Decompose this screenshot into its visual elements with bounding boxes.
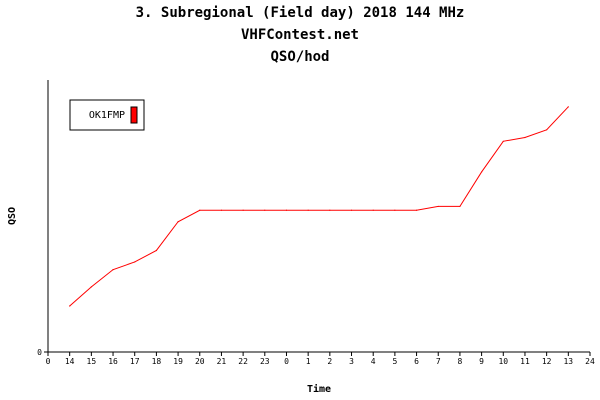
x-tick-label: 21 [217, 357, 227, 366]
data-point [372, 209, 374, 211]
data-point [437, 205, 439, 208]
data-point [524, 136, 526, 139]
x-ticks: 0 14 15 16 17 18 19 20 21 22 23 0 1 2 3 4 5 6 7 8 9 10 11 12 13 2… [46, 352, 595, 366]
x-tick-label: 8 [458, 357, 463, 366]
x-tick-label: 2 [327, 357, 332, 366]
x-tick-label: 10 [498, 357, 508, 366]
x-tick-label: 19 [173, 357, 183, 366]
data-point [350, 209, 353, 211]
x-tick-label: 1 [306, 357, 311, 366]
series-line [69, 106, 569, 307]
x-tick-label: 6 [414, 357, 419, 366]
x-tick-label: 15 [87, 357, 97, 366]
x-tick-label: 9 [479, 357, 484, 366]
data-point [134, 261, 136, 263]
x-tick-label: 17 [130, 357, 140, 366]
legend-swatch [130, 106, 138, 124]
x-tick-label: 16 [108, 357, 118, 366]
axes [47, 80, 590, 353]
x-tick-label: 23 [260, 357, 270, 366]
data-point [90, 286, 92, 288]
chart-title: 3. Subregional (Field day) 2018 144 MHz [135, 5, 465, 21]
chart-subtitle-units: QSO/hod [270, 49, 330, 65]
data-point [199, 209, 201, 211]
x-tick-label: 24 [585, 357, 595, 366]
y-tick-label: 0 [37, 348, 42, 357]
data-point [329, 209, 331, 211]
x-tick-label: 7 [436, 357, 441, 366]
x-tick-label: 3 [349, 357, 354, 366]
legend-label: OK1FMP [89, 110, 125, 121]
data-point [567, 106, 569, 108]
data-point [155, 249, 157, 252]
x-tick-label: 22 [238, 357, 248, 366]
data-point [307, 209, 309, 211]
data-point [242, 209, 244, 211]
data-point [394, 209, 396, 211]
series-group [69, 106, 569, 307]
x-tick-label: 18 [152, 357, 162, 366]
data-point [459, 205, 461, 208]
data-point [69, 305, 71, 307]
data-point [285, 209, 288, 211]
x-tick-label: 5 [392, 357, 397, 366]
y-axis-title: QSO [7, 207, 18, 225]
x-tick-label: 11 [520, 357, 530, 366]
data-point [481, 171, 483, 173]
data-point [546, 129, 548, 131]
x-tick-label: 4 [371, 357, 376, 366]
x-tick-label: 12 [542, 357, 552, 366]
legend: OK1FMP [69, 99, 145, 131]
x-tick-label: 0 [284, 357, 289, 366]
x-tick-label: 0 [46, 357, 51, 366]
data-point [502, 140, 504, 142]
y-ticks: 0 [37, 348, 48, 357]
data-point [112, 269, 114, 271]
data-point [415, 209, 418, 211]
data-point [264, 209, 266, 211]
x-tick-label: 14 [65, 357, 75, 366]
x-tick-label: 20 [195, 357, 205, 366]
chart-subtitle: VHFContest.net [240, 27, 359, 43]
x-tick-label: 13 [563, 357, 573, 366]
data-point [177, 221, 179, 223]
data-point [220, 209, 223, 211]
x-axis-title: Time [307, 383, 331, 395]
